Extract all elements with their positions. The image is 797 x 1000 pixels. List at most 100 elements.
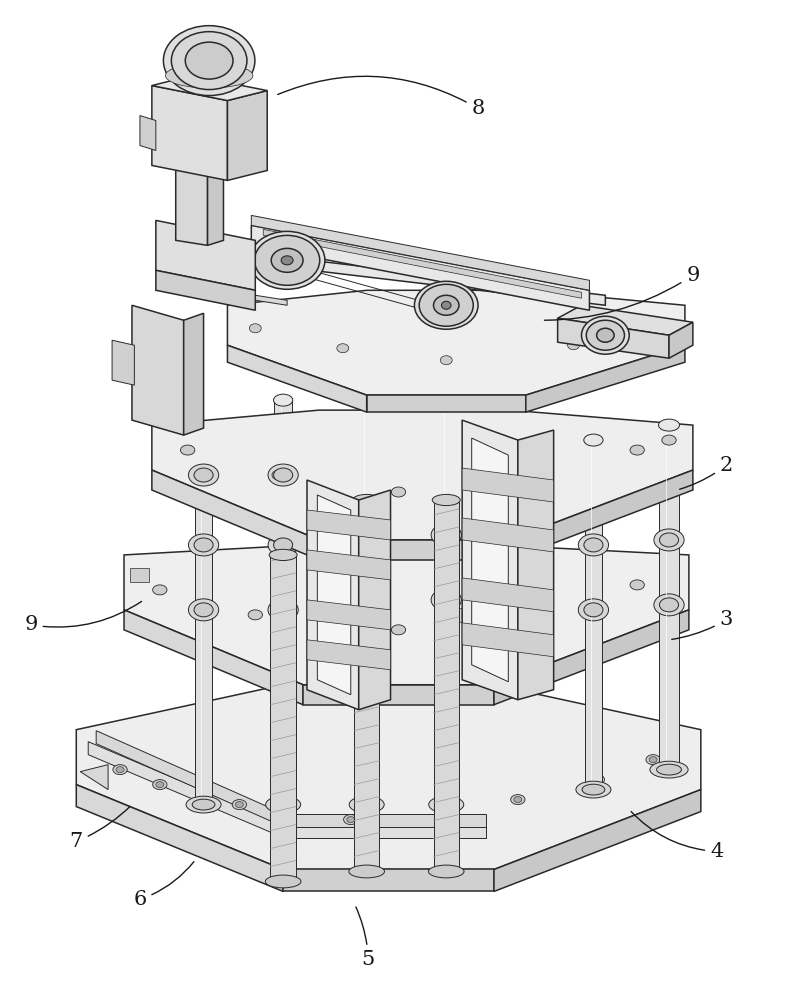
Polygon shape (175, 155, 207, 245)
Polygon shape (283, 869, 494, 891)
Polygon shape (319, 540, 510, 560)
Text: 8: 8 (277, 76, 485, 118)
Polygon shape (526, 345, 685, 412)
Polygon shape (80, 765, 108, 790)
Polygon shape (131, 568, 150, 582)
Polygon shape (367, 395, 526, 412)
Ellipse shape (269, 549, 297, 561)
Ellipse shape (582, 784, 605, 795)
Text: 7: 7 (69, 807, 130, 851)
Ellipse shape (594, 777, 602, 783)
Ellipse shape (273, 538, 292, 552)
Polygon shape (462, 518, 554, 552)
Ellipse shape (185, 42, 233, 79)
Ellipse shape (511, 795, 525, 805)
Ellipse shape (113, 765, 128, 775)
Polygon shape (472, 438, 508, 682)
Ellipse shape (254, 235, 320, 285)
Ellipse shape (391, 487, 406, 497)
Ellipse shape (271, 248, 303, 272)
Ellipse shape (273, 394, 292, 406)
Ellipse shape (514, 797, 522, 803)
Polygon shape (494, 790, 701, 891)
Ellipse shape (268, 599, 298, 621)
Polygon shape (152, 410, 693, 540)
Ellipse shape (188, 534, 218, 556)
Ellipse shape (414, 281, 478, 329)
Ellipse shape (439, 813, 453, 823)
Polygon shape (558, 305, 693, 335)
Ellipse shape (535, 475, 549, 485)
Ellipse shape (273, 603, 292, 617)
Ellipse shape (171, 32, 247, 90)
Polygon shape (227, 290, 685, 395)
Ellipse shape (194, 603, 213, 617)
Ellipse shape (662, 435, 676, 445)
Polygon shape (462, 420, 518, 700)
Polygon shape (358, 390, 375, 805)
Ellipse shape (268, 464, 298, 486)
Polygon shape (303, 685, 494, 705)
Ellipse shape (437, 528, 456, 542)
Ellipse shape (442, 815, 450, 821)
Ellipse shape (440, 356, 452, 365)
Polygon shape (354, 500, 379, 871)
Ellipse shape (583, 434, 603, 446)
Ellipse shape (232, 800, 246, 810)
Ellipse shape (166, 63, 253, 88)
Ellipse shape (657, 764, 681, 775)
Ellipse shape (435, 799, 457, 810)
Ellipse shape (281, 256, 293, 265)
Ellipse shape (649, 757, 657, 763)
Polygon shape (227, 91, 267, 180)
Text: 9: 9 (544, 266, 700, 320)
Ellipse shape (153, 780, 167, 790)
Ellipse shape (353, 494, 381, 506)
Polygon shape (140, 116, 156, 150)
Polygon shape (659, 558, 678, 572)
Polygon shape (227, 250, 606, 305)
Polygon shape (112, 340, 135, 385)
Ellipse shape (188, 599, 218, 621)
Polygon shape (77, 685, 701, 869)
Polygon shape (227, 345, 367, 412)
Polygon shape (585, 440, 603, 790)
Ellipse shape (186, 796, 221, 813)
Ellipse shape (347, 817, 355, 823)
Polygon shape (669, 322, 693, 358)
Polygon shape (274, 400, 292, 805)
Polygon shape (156, 270, 255, 310)
Ellipse shape (579, 534, 609, 556)
Ellipse shape (576, 781, 611, 798)
Ellipse shape (192, 799, 215, 810)
Polygon shape (307, 600, 391, 630)
Ellipse shape (587, 320, 625, 350)
Ellipse shape (431, 524, 461, 546)
Ellipse shape (654, 529, 684, 551)
Ellipse shape (194, 538, 213, 552)
Polygon shape (263, 229, 582, 298)
Ellipse shape (355, 799, 378, 810)
Ellipse shape (437, 379, 456, 391)
Ellipse shape (630, 445, 644, 455)
Polygon shape (438, 385, 455, 805)
Ellipse shape (434, 295, 459, 315)
Ellipse shape (584, 538, 603, 552)
Ellipse shape (272, 799, 295, 810)
Ellipse shape (163, 26, 255, 96)
Text: 5: 5 (356, 907, 375, 969)
Polygon shape (558, 318, 669, 358)
Ellipse shape (337, 344, 349, 353)
Ellipse shape (429, 796, 464, 813)
Polygon shape (194, 430, 212, 805)
Ellipse shape (194, 468, 213, 482)
Ellipse shape (659, 533, 678, 547)
Ellipse shape (116, 767, 124, 773)
Polygon shape (251, 225, 590, 310)
Polygon shape (283, 825, 486, 838)
Ellipse shape (655, 322, 667, 331)
Ellipse shape (442, 301, 451, 309)
Ellipse shape (272, 470, 286, 480)
Ellipse shape (351, 524, 382, 546)
Polygon shape (132, 305, 183, 435)
